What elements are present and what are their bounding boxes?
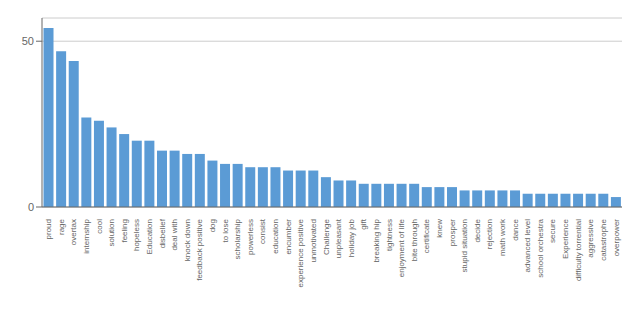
svg-text:50: 50 — [22, 35, 34, 47]
svg-text:unpleasant: unpleasant — [334, 218, 343, 258]
svg-text:internship: internship — [82, 218, 91, 253]
svg-text:tightness: tightness — [385, 219, 394, 251]
svg-text:school orchestra: school orchestra — [536, 218, 545, 277]
svg-text:powerless: powerless — [246, 219, 255, 255]
svg-text:stupid situation: stupid situation — [460, 219, 469, 272]
svg-text:decide: decide — [473, 218, 482, 242]
svg-text:Challenge: Challenge — [321, 218, 330, 255]
svg-text:rejection: rejection — [485, 219, 494, 249]
svg-text:breaking hip: breaking hip — [372, 218, 381, 262]
svg-text:overpower: overpower — [611, 219, 620, 257]
svg-text:consist: consist — [258, 218, 267, 244]
svg-text:to lose: to lose — [221, 218, 230, 242]
svg-text:advanced level: advanced level — [523, 219, 532, 273]
svg-text:disbelief: disbelief — [158, 218, 167, 248]
svg-text:difficulty torrential: difficulty torrential — [574, 219, 583, 281]
svg-text:overtax: overtax — [69, 219, 78, 245]
svg-text:Experience: Experience — [561, 218, 570, 259]
svg-text:bite through: bite through — [410, 219, 419, 261]
svg-text:aggressive: aggressive — [586, 218, 595, 257]
svg-text:feedback positive: feedback positive — [195, 218, 204, 280]
svg-text:encumber: encumber — [284, 219, 293, 255]
svg-text:experience positive: experience positive — [296, 218, 305, 287]
svg-text:Education: Education — [145, 219, 154, 255]
svg-text:cool: cool — [95, 219, 104, 234]
svg-text:catastrophe: catastrophe — [599, 218, 608, 260]
svg-text:0: 0 — [28, 201, 34, 213]
svg-text:dance: dance — [511, 218, 520, 240]
svg-text:unmotivated: unmotivated — [309, 219, 318, 263]
svg-text:education: education — [271, 219, 280, 254]
svg-text:certificate: certificate — [422, 218, 431, 253]
svg-text:prosper: prosper — [448, 219, 457, 246]
svg-text:scholarship: scholarship — [233, 218, 242, 259]
svg-text:solution: solution — [107, 219, 116, 247]
svg-text:deal with: deal with — [170, 219, 179, 251]
svg-text:proud: proud — [44, 219, 53, 239]
svg-text:knock down: knock down — [183, 219, 192, 261]
svg-text:holiday job: holiday job — [347, 218, 356, 257]
svg-text:enjoyment of life: enjoyment of life — [397, 218, 406, 277]
svg-text:dog: dog — [208, 219, 217, 232]
svg-text:rage: rage — [57, 218, 66, 235]
svg-text:math work: math work — [498, 218, 507, 256]
svg-text:feeling: feeling — [120, 219, 129, 243]
svg-text:secure: secure — [548, 218, 557, 243]
svg-text:knew: knew — [435, 219, 444, 238]
svg-text:gift: gift — [359, 218, 368, 229]
svg-text:hopeless: hopeless — [132, 219, 141, 251]
